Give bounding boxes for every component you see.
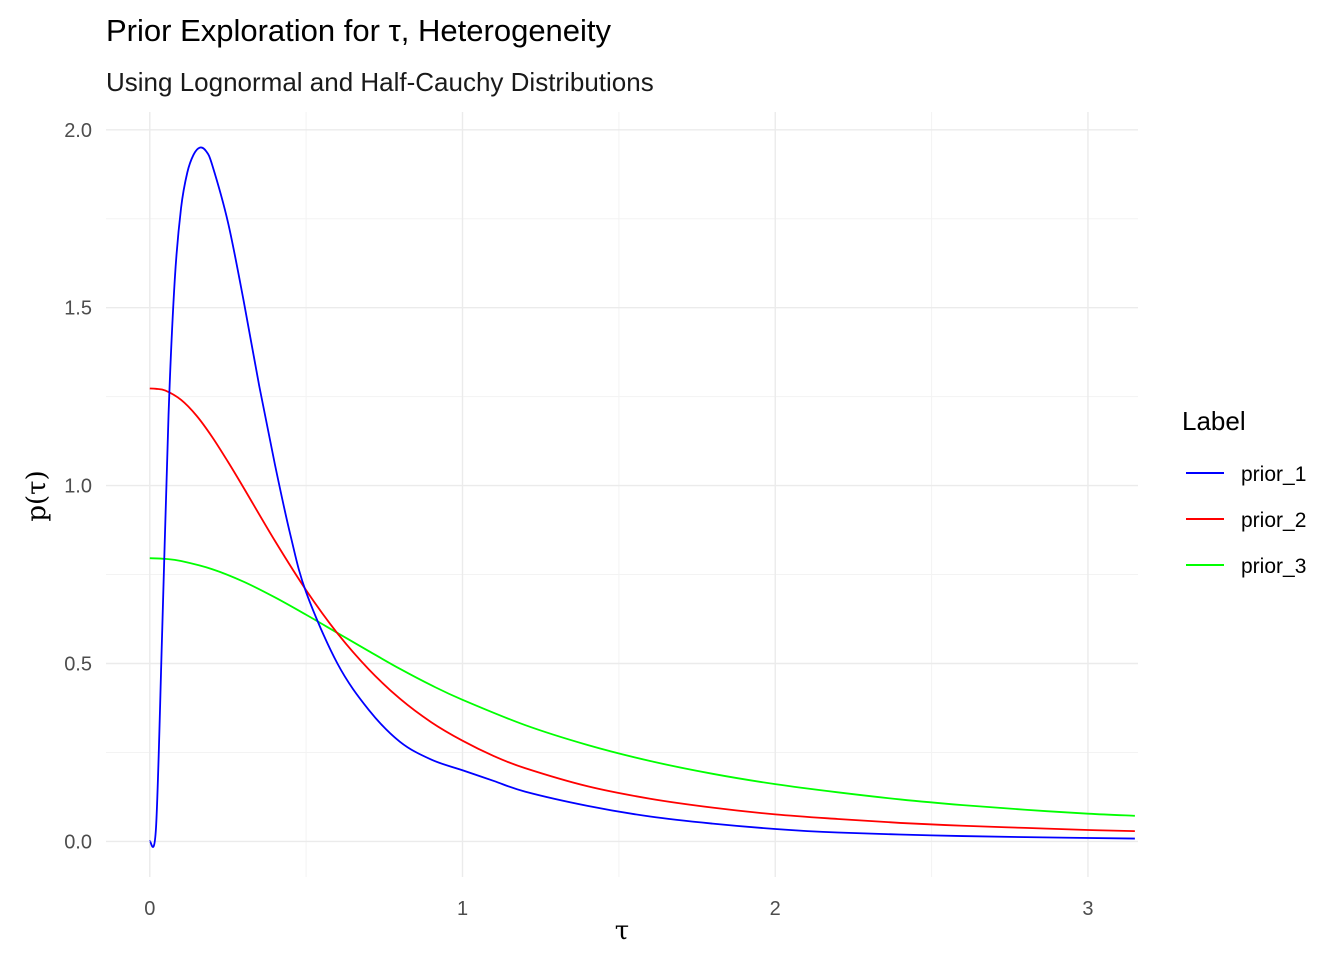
series-line-prior_2 [149,387,1135,832]
legend-item-prior_1: prior_1 [1186,463,1306,486]
y-tick-label: 2.0 [64,120,92,142]
y-tick-label: 0.0 [64,831,92,853]
x-tick-label: 2 [770,898,781,920]
legend-item-prior_2: prior_2 [1186,509,1306,532]
chart-title: Prior Exploration for τ, Heterogeneity [106,13,612,48]
y-axis-title: p(τ) [22,470,52,521]
x-tick-label: 0 [144,898,155,920]
legend-label: prior_1 [1241,463,1306,486]
y-tick-label: 1.0 [64,476,92,498]
legend-title: Label [1182,406,1246,436]
y-axis-ticks: 0.0 0.5 1.0 1.5 2.0 [64,120,92,854]
legend: Label prior_1 prior_2 prior_3 [1182,406,1306,578]
series-line-prior_3 [149,557,1135,817]
y-tick-label: 1.5 [64,298,92,320]
series-line-prior_1 [148,146,1135,848]
x-axis-ticks: 0 1 2 3 [144,898,1093,920]
chart-subtitle: Using Lognormal and Half-Cauchy Distribu… [106,67,654,97]
legend-items: prior_1 prior_2 prior_3 [1186,463,1306,578]
x-axis-title: τ [615,916,629,946]
legend-label: prior_2 [1241,509,1306,532]
major-gridlines [106,112,1138,877]
x-tick-label: 3 [1082,898,1093,920]
legend-label: prior_3 [1241,555,1306,578]
legend-item-prior_3: prior_3 [1186,555,1306,578]
minor-gridlines [106,112,1138,877]
series-lines [148,146,1135,848]
x-tick-label: 1 [457,898,468,920]
y-tick-label: 0.5 [64,654,92,676]
